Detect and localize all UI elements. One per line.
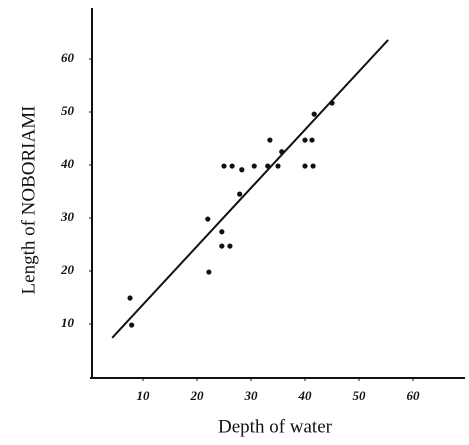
- y-tick-label: 60: [61, 50, 75, 65]
- x-tick-label: 40: [298, 388, 313, 403]
- data-point: [239, 167, 245, 173]
- data-point: [219, 243, 225, 249]
- y-tick-label: 10: [61, 315, 75, 330]
- data-point: [251, 163, 257, 169]
- data-point: [309, 137, 315, 143]
- data-point: [205, 216, 211, 222]
- data-point: [310, 163, 316, 169]
- y-tick-label: 50: [61, 103, 75, 118]
- data-point: [302, 163, 308, 169]
- y-axis-label: Length of NOBORIAMI: [18, 106, 39, 295]
- y-tick-label: 30: [60, 209, 75, 224]
- x-tick-label: 30: [244, 388, 259, 403]
- x-axis-label: Depth of water: [218, 416, 333, 437]
- x-tick-label: 20: [190, 388, 205, 403]
- data-point: [219, 229, 225, 235]
- data-point: [221, 163, 227, 169]
- data-point: [129, 322, 135, 328]
- data-point: [229, 163, 235, 169]
- data-point: [311, 111, 317, 117]
- data-point: [275, 163, 281, 169]
- data-point: [265, 163, 271, 169]
- data-point: [227, 243, 233, 249]
- fit-line: [111, 39, 389, 339]
- data-point: [267, 137, 273, 143]
- data-point: [237, 191, 243, 197]
- x-tick-label: 50: [353, 388, 367, 403]
- y-tick-label: 20: [60, 262, 75, 277]
- x-tick-label: 10: [137, 388, 151, 403]
- data-point: [329, 100, 335, 106]
- x-tick-label: 60: [407, 388, 421, 403]
- data-point: [302, 137, 308, 143]
- y-tick-label: 40: [60, 156, 75, 171]
- data-point: [279, 149, 285, 155]
- data-point: [206, 269, 212, 275]
- data-point: [127, 295, 133, 301]
